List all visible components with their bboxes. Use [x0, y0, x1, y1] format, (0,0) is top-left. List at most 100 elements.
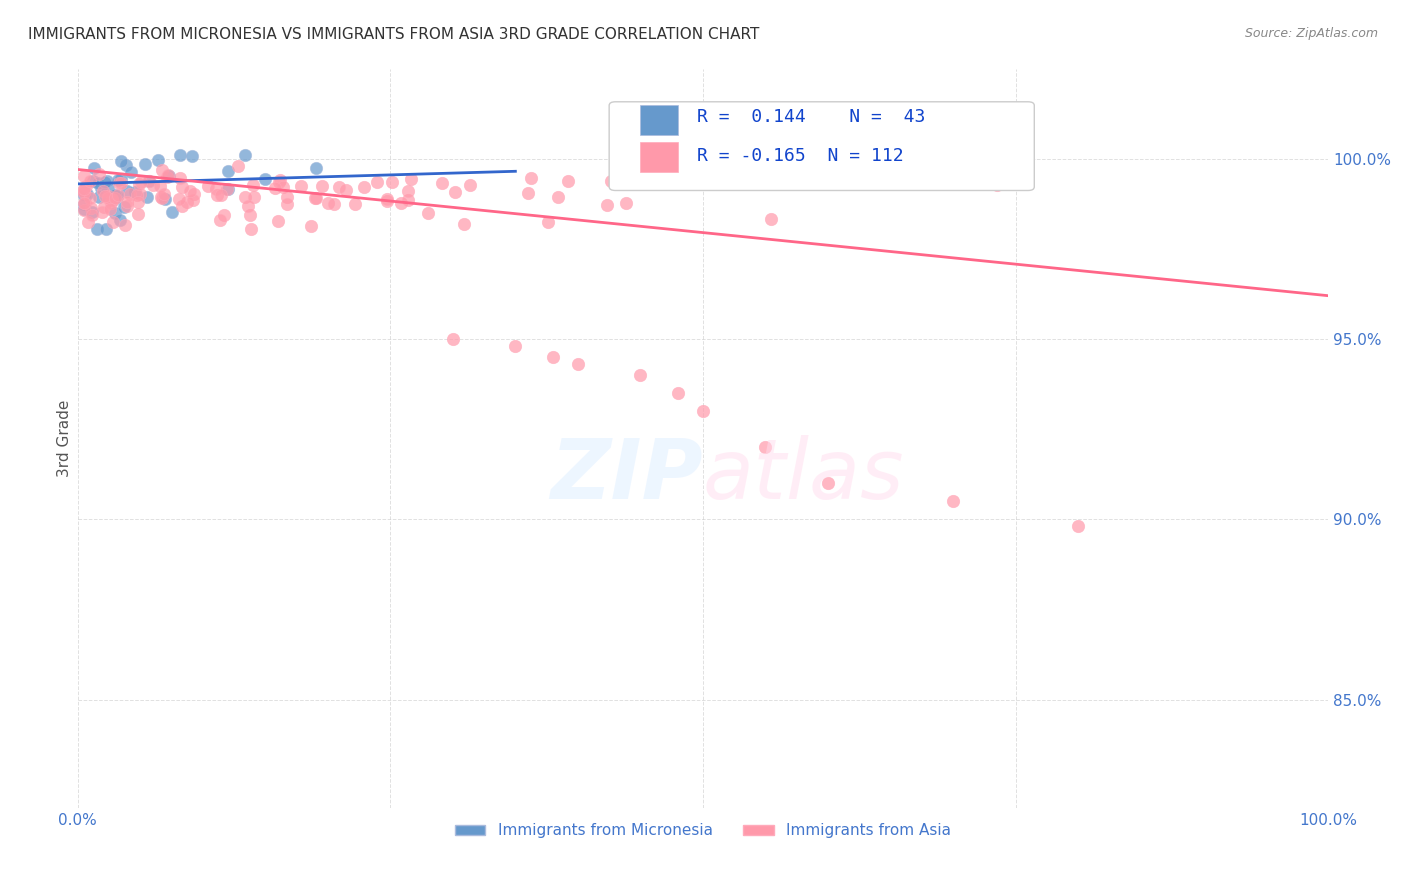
Point	[101, 193, 124, 207]
Point	[108, 213, 131, 227]
Point	[90, 180, 112, 194]
Point	[127, 195, 149, 210]
Point	[96, 174, 118, 188]
Point	[120, 165, 142, 179]
Point	[236, 199, 259, 213]
Point	[82, 174, 104, 188]
Point	[396, 193, 419, 207]
Y-axis label: 3rd Grade: 3rd Grade	[58, 400, 72, 477]
Point	[93, 200, 115, 214]
Point	[441, 332, 464, 346]
Point	[328, 180, 350, 194]
Point	[305, 161, 328, 175]
Point	[271, 180, 294, 194]
Point	[96, 222, 118, 236]
Point	[505, 339, 527, 353]
Point	[305, 191, 328, 205]
Point	[557, 173, 579, 187]
Point	[157, 169, 180, 184]
Point	[86, 221, 108, 235]
Legend: Immigrants from Micronesia, Immigrants from Asia: Immigrants from Micronesia, Immigrants f…	[449, 817, 957, 845]
Bar	[640, 105, 678, 135]
Point	[79, 191, 101, 205]
Point	[115, 158, 138, 172]
Point	[628, 368, 651, 382]
Text: R = -0.165  N = 112: R = -0.165 N = 112	[697, 147, 903, 165]
Point	[104, 191, 127, 205]
Point	[97, 191, 120, 205]
Point	[217, 181, 239, 195]
Point	[169, 148, 191, 162]
Point	[73, 182, 96, 196]
Point	[100, 202, 122, 217]
Point	[399, 172, 422, 186]
Point	[169, 192, 191, 206]
Text: atlas: atlas	[703, 434, 904, 516]
Point	[460, 178, 482, 193]
Point	[80, 202, 103, 216]
Point	[93, 184, 115, 198]
Point	[73, 185, 96, 199]
Point	[149, 190, 172, 204]
Point	[73, 196, 96, 211]
Point	[817, 476, 839, 491]
Point	[162, 205, 184, 219]
Point	[153, 192, 176, 206]
Point	[73, 196, 96, 211]
Point	[131, 175, 153, 189]
Point	[110, 171, 132, 186]
Point	[375, 192, 398, 206]
Point	[73, 183, 96, 197]
Point	[692, 404, 714, 418]
Point	[97, 181, 120, 195]
Point	[335, 184, 357, 198]
Point	[183, 186, 205, 201]
Point	[138, 174, 160, 188]
Point	[666, 386, 689, 401]
Point	[77, 214, 100, 228]
Point	[217, 182, 239, 196]
Point	[156, 170, 179, 185]
Point	[541, 350, 564, 364]
Point	[76, 187, 98, 202]
Point	[105, 189, 128, 203]
Point	[169, 170, 191, 185]
Point	[209, 187, 232, 202]
Point	[73, 196, 96, 211]
Point	[416, 206, 439, 220]
Point	[269, 175, 291, 189]
Point	[181, 194, 204, 208]
Point	[233, 190, 256, 204]
Point	[197, 179, 219, 194]
Bar	[640, 143, 678, 172]
Point	[343, 196, 366, 211]
Point	[94, 175, 117, 189]
Point	[375, 194, 398, 208]
Point	[353, 180, 375, 194]
Point	[128, 178, 150, 192]
Point	[212, 208, 235, 222]
Point	[138, 174, 160, 188]
Point	[142, 178, 165, 192]
Point	[80, 208, 103, 222]
Point	[87, 189, 110, 203]
Point	[242, 178, 264, 192]
Point	[537, 215, 560, 229]
Point	[127, 207, 149, 221]
Point	[304, 190, 326, 204]
Point	[73, 202, 96, 216]
Point	[276, 190, 298, 204]
Point	[128, 187, 150, 202]
Point	[107, 188, 129, 202]
Point	[112, 200, 135, 214]
Point	[290, 178, 312, 193]
Point	[83, 161, 105, 176]
Point	[596, 198, 619, 212]
Point	[75, 179, 97, 194]
Point	[207, 188, 229, 202]
Point	[73, 186, 96, 200]
Point	[238, 208, 260, 222]
Point	[267, 214, 290, 228]
Point	[79, 174, 101, 188]
Text: Source: ZipAtlas.com: Source: ZipAtlas.com	[1244, 27, 1378, 40]
